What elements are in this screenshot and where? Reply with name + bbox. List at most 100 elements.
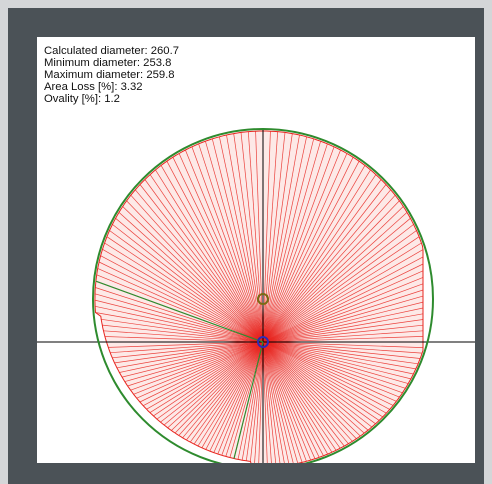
profile-ray: [119, 341, 264, 373]
profile-ray: [262, 341, 383, 418]
profile-ray: [122, 206, 264, 343]
profile-ray: [262, 236, 420, 343]
profile-ray: [262, 149, 341, 343]
profile-ray: [116, 341, 264, 369]
profile-ray: [262, 341, 353, 442]
profile-ray: [130, 341, 264, 391]
pipe-center-marker[interactable]: [257, 336, 269, 348]
profile-ray: [262, 341, 361, 437]
profile-ray: [136, 341, 264, 399]
profile-ray: [262, 212, 408, 343]
profile-ray: [237, 341, 264, 460]
fitted-circle-center-marker[interactable]: [257, 293, 269, 305]
profile-ray: [262, 184, 387, 343]
profile-ray: [262, 307, 424, 343]
profile-ray: [126, 200, 264, 343]
profile-ray: [262, 341, 403, 394]
profile-ray: [262, 249, 424, 343]
profile-ray: [144, 179, 264, 343]
profile-plot-canvas[interactable]: [37, 37, 475, 463]
profile-ray: [262, 133, 293, 343]
profile-ray: [155, 169, 264, 343]
profile-ray: [262, 141, 321, 343]
profile-ray: [112, 224, 264, 343]
profile-ray: [95, 312, 264, 343]
profile-ray: [135, 189, 264, 343]
profile-ray: [130, 194, 264, 343]
profile-ray: [262, 341, 333, 453]
profile-ray: [171, 341, 264, 431]
profile-ray: [262, 218, 411, 343]
profile-ray: [262, 131, 271, 343]
profile-ray: [104, 242, 264, 343]
profile-ray: [95, 287, 264, 343]
profile-ray: [100, 255, 264, 343]
profile-ray: [262, 230, 417, 343]
profile-ray: [110, 341, 264, 354]
profile-ray: [262, 341, 316, 459]
profile-ray: [262, 341, 324, 456]
profile-ray: [262, 341, 303, 463]
profile-ray: [262, 146, 335, 343]
profile-ray: [262, 324, 424, 343]
profile-ray: [262, 341, 406, 389]
profile-ray: [241, 341, 264, 461]
profile-ray: [262, 341, 369, 431]
profile-ray: [262, 341, 349, 444]
profile-ray: [258, 341, 264, 463]
profile-ray: [262, 341, 357, 439]
profile-ray: [127, 341, 264, 387]
profile-ray: [233, 133, 264, 343]
profile-ray: [103, 330, 264, 343]
profile-ray: [262, 194, 396, 343]
profile-ray: [178, 153, 264, 343]
profile-ray: [254, 341, 264, 463]
profile-ray: [262, 341, 414, 375]
profile-ray: [221, 341, 264, 456]
profile-ray: [122, 341, 264, 378]
profile-ray: [262, 256, 424, 343]
profile-ray: [262, 270, 424, 343]
profile-ray: [262, 341, 299, 463]
profile-ray: [262, 341, 373, 428]
profile-ray: [262, 341, 307, 462]
profile-ray: [262, 341, 277, 463]
profile-ray: [115, 218, 264, 343]
profile-ray: [146, 341, 264, 410]
profile-ray: [149, 174, 264, 343]
profile-ray: [262, 341, 320, 458]
defect-sector-boundary-left: [95, 280, 264, 343]
profile-ray: [262, 179, 382, 343]
defect-sector-boundary-bottom: [233, 341, 264, 459]
area-loss-text: Area Loss [%]: 3.32: [44, 81, 143, 93]
profile-ray: [262, 330, 424, 343]
profile-ray: [211, 138, 264, 343]
profile-ray: [262, 341, 329, 455]
profile-ray: [262, 189, 391, 343]
profile-ray: [262, 134, 300, 343]
profile-ray: [245, 341, 264, 461]
profile-ray: [197, 341, 264, 447]
profile-ray: [262, 341, 337, 451]
profile-ray: [108, 341, 264, 348]
profile-ray: [104, 336, 264, 343]
profile-ray: [262, 341, 290, 463]
app-frame: Calculated diameter: 260.7 Minimum diame…: [8, 8, 484, 484]
profile-ray: [219, 136, 264, 343]
profile-ray: [112, 341, 264, 359]
profile-ray: [106, 236, 264, 343]
measurement-readout: Calculated diameter: 260.7 Minimum diame…: [44, 45, 179, 105]
profile-ray: [160, 341, 264, 423]
profile-ray: [262, 157, 354, 343]
profile-ray: [217, 341, 264, 455]
profile-ray: [178, 341, 264, 436]
profile-plot-panel[interactable]: Calculated diameter: 260.7 Minimum diame…: [37, 37, 475, 463]
profile-ray: [262, 224, 414, 343]
profile-ray: [101, 318, 264, 343]
profile-ray: [262, 277, 424, 343]
profile-ray: [262, 341, 394, 406]
profile-ray: [262, 341, 281, 463]
profile-ray: [262, 174, 377, 343]
profile-ray: [94, 299, 264, 343]
profile-ray: [201, 341, 264, 448]
